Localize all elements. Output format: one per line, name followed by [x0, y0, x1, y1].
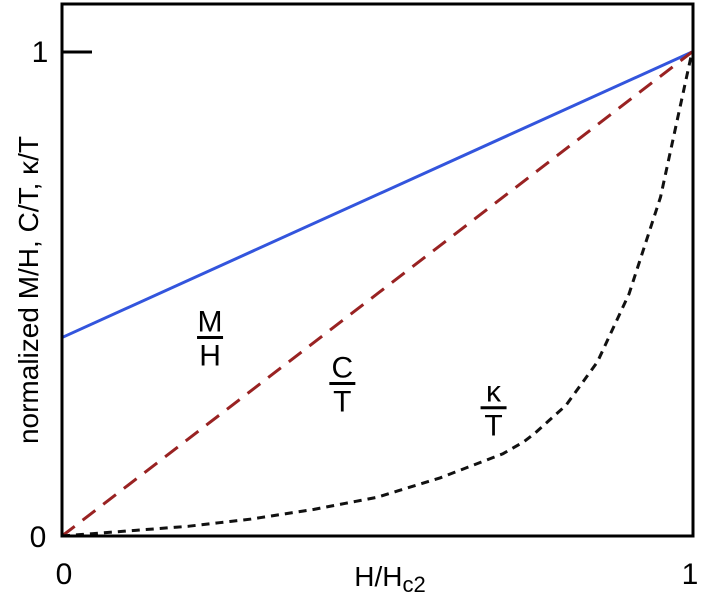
series-line-kt	[61, 51, 694, 538]
x-axis-title-main: H/H	[354, 561, 402, 592]
label-fraction-kt: κT	[480, 376, 507, 443]
plot-frame	[60, 2, 695, 538]
label-fraction-ct: CT	[329, 352, 356, 419]
label-numerator-ct: C	[332, 352, 354, 385]
series-line-ct	[61, 50, 693, 538]
label-numerator-kt: κ	[486, 376, 502, 409]
x-axis-title: H/Hc2	[354, 561, 425, 597]
y-axis-title: normalized M/H, C/T, κ/T	[13, 136, 44, 444]
label-denominator-kt: T	[484, 410, 502, 443]
label-denominator-ct: T	[333, 386, 351, 419]
label-fraction-mh: MH	[197, 306, 224, 373]
label-numerator-mh: M	[198, 306, 223, 339]
x-tick-label-0: 0	[56, 558, 73, 591]
x-axis-title-subscript: c2	[402, 572, 425, 597]
series-line-mh	[61, 50, 693, 339]
x-tick-label-1: 1	[682, 558, 699, 591]
label-denominator-mh: H	[199, 340, 221, 373]
y-tick-label-0: 0	[30, 521, 47, 554]
y-tick-label-1: 1	[32, 36, 49, 69]
